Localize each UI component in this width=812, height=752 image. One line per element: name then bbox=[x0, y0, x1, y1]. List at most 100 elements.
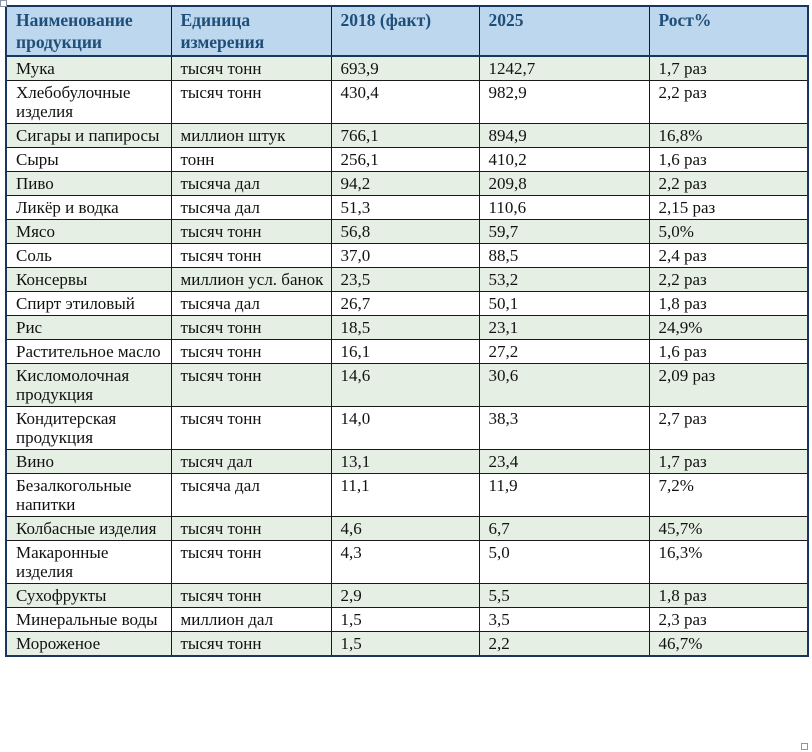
cell-2025-value[interactable]: 5,5 bbox=[478, 583, 650, 608]
cell-2018-value[interactable]: 26,7 bbox=[330, 291, 480, 316]
cell-product-name[interactable]: Мука bbox=[5, 55, 172, 81]
cell-unit[interactable]: миллион дал bbox=[170, 607, 332, 632]
column-header-2018[interactable]: 2018 (факт) bbox=[330, 5, 480, 57]
cell-2025-value[interactable]: 2,2 bbox=[478, 631, 650, 657]
cell-product-name[interactable]: Соль bbox=[5, 243, 172, 268]
cell-2018-value[interactable]: 23,5 bbox=[330, 267, 480, 292]
cell-unit[interactable]: тысяч тонн bbox=[170, 631, 332, 657]
cell-2025-value[interactable]: 209,8 bbox=[478, 171, 650, 196]
cell-product-name[interactable]: Растительное масло bbox=[5, 339, 172, 364]
cell-unit[interactable]: тысяч тонн bbox=[170, 516, 332, 541]
cell-2018-value[interactable]: 18,5 bbox=[330, 315, 480, 340]
cell-unit[interactable]: тысяч дал bbox=[170, 449, 332, 474]
column-header-growth[interactable]: Рост% bbox=[648, 5, 809, 57]
cell-product-name[interactable]: Колбасные изделия bbox=[5, 516, 172, 541]
cell-unit[interactable]: тысяч тонн bbox=[170, 55, 332, 81]
column-header-unit[interactable]: Единица измерения bbox=[170, 5, 332, 57]
cell-product-name[interactable]: Мороженое bbox=[5, 631, 172, 657]
cell-2025-value[interactable]: 410,2 bbox=[478, 147, 650, 172]
column-header-2025[interactable]: 2025 bbox=[478, 5, 650, 57]
cell-growth[interactable]: 2,4 раз bbox=[648, 243, 809, 268]
cell-2025-value[interactable]: 23,4 bbox=[478, 449, 650, 474]
cell-product-name[interactable]: Рис bbox=[5, 315, 172, 340]
cell-unit[interactable]: тысяча дал bbox=[170, 291, 332, 316]
cell-2018-value[interactable]: 14,6 bbox=[330, 363, 480, 407]
cell-2018-value[interactable]: 16,1 bbox=[330, 339, 480, 364]
cell-product-name[interactable]: Ликёр и водка bbox=[5, 195, 172, 220]
cell-2018-value[interactable]: 11,1 bbox=[330, 473, 480, 517]
cell-2025-value[interactable]: 5,0 bbox=[478, 540, 650, 584]
cell-2018-value[interactable]: 1,5 bbox=[330, 607, 480, 632]
cell-product-name[interactable]: Вино bbox=[5, 449, 172, 474]
cell-2018-value[interactable]: 2,9 bbox=[330, 583, 480, 608]
cell-growth[interactable]: 46,7% bbox=[648, 631, 809, 657]
cell-2018-value[interactable]: 37,0 bbox=[330, 243, 480, 268]
cell-growth[interactable]: 16,8% bbox=[648, 123, 809, 148]
cell-growth[interactable]: 7,2% bbox=[648, 473, 809, 517]
cell-2025-value[interactable]: 110,6 bbox=[478, 195, 650, 220]
cell-2025-value[interactable]: 38,3 bbox=[478, 406, 650, 450]
cell-growth[interactable]: 16,3% bbox=[648, 540, 809, 584]
cell-growth[interactable]: 2,09 раз bbox=[648, 363, 809, 407]
cell-product-name[interactable]: Кондитерская продукция bbox=[5, 406, 172, 450]
column-header-product[interactable]: Наименование продукции bbox=[5, 5, 172, 57]
cell-unit[interactable]: миллион штук bbox=[170, 123, 332, 148]
table-resize-handle-icon[interactable] bbox=[801, 743, 808, 750]
cell-product-name[interactable]: Сухофрукты bbox=[5, 583, 172, 608]
cell-unit[interactable]: тысяч тонн bbox=[170, 315, 332, 340]
cell-growth[interactable]: 2,3 раз bbox=[648, 607, 809, 632]
cell-product-name[interactable]: Консервы bbox=[5, 267, 172, 292]
cell-unit[interactable]: тысяча дал bbox=[170, 195, 332, 220]
cell-2018-value[interactable]: 693,9 bbox=[330, 55, 480, 81]
cell-product-name[interactable]: Сигары и папиросы bbox=[5, 123, 172, 148]
cell-2018-value[interactable]: 56,8 bbox=[330, 219, 480, 244]
cell-unit[interactable]: тысяч тонн bbox=[170, 219, 332, 244]
cell-2025-value[interactable]: 6,7 bbox=[478, 516, 650, 541]
cell-growth[interactable]: 1,7 раз bbox=[648, 449, 809, 474]
cell-2018-value[interactable]: 94,2 bbox=[330, 171, 480, 196]
cell-growth[interactable]: 5,0% bbox=[648, 219, 809, 244]
cell-unit[interactable]: тысяч тонн bbox=[170, 363, 332, 407]
cell-2025-value[interactable]: 11,9 bbox=[478, 473, 650, 517]
cell-2025-value[interactable]: 59,7 bbox=[478, 219, 650, 244]
cell-2025-value[interactable]: 27,2 bbox=[478, 339, 650, 364]
cell-2025-value[interactable]: 53,2 bbox=[478, 267, 650, 292]
cell-2018-value[interactable]: 13,1 bbox=[330, 449, 480, 474]
cell-growth[interactable]: 45,7% bbox=[648, 516, 809, 541]
cell-2025-value[interactable]: 88,5 bbox=[478, 243, 650, 268]
cell-product-name[interactable]: Безалкогольные напитки bbox=[5, 473, 172, 517]
cell-2018-value[interactable]: 4,6 bbox=[330, 516, 480, 541]
cell-growth[interactable]: 1,6 раз bbox=[648, 339, 809, 364]
cell-growth[interactable]: 24,9% bbox=[648, 315, 809, 340]
cell-2018-value[interactable]: 256,1 bbox=[330, 147, 480, 172]
cell-2018-value[interactable]: 14,0 bbox=[330, 406, 480, 450]
cell-2025-value[interactable]: 1242,7 bbox=[478, 55, 650, 81]
cell-2025-value[interactable]: 50,1 bbox=[478, 291, 650, 316]
cell-2018-value[interactable]: 4,3 bbox=[330, 540, 480, 584]
cell-2025-value[interactable]: 3,5 bbox=[478, 607, 650, 632]
cell-unit[interactable]: тысяч тонн bbox=[170, 540, 332, 584]
cell-growth[interactable]: 1,7 раз bbox=[648, 55, 809, 81]
cell-2018-value[interactable]: 51,3 bbox=[330, 195, 480, 220]
cell-unit[interactable]: тысяч тонн bbox=[170, 243, 332, 268]
cell-unit[interactable]: тысяч тонн bbox=[170, 406, 332, 450]
cell-growth[interactable]: 2,15 раз bbox=[648, 195, 809, 220]
cell-growth[interactable]: 1,8 раз bbox=[648, 583, 809, 608]
cell-growth[interactable]: 1,8 раз bbox=[648, 291, 809, 316]
cell-product-name[interactable]: Спирт этиловый bbox=[5, 291, 172, 316]
cell-product-name[interactable]: Мясо bbox=[5, 219, 172, 244]
cell-unit[interactable]: тысяч тонн bbox=[170, 80, 332, 124]
cell-2018-value[interactable]: 430,4 bbox=[330, 80, 480, 124]
cell-product-name[interactable]: Макаронные изделия bbox=[5, 540, 172, 584]
cell-product-name[interactable]: Минеральные воды bbox=[5, 607, 172, 632]
cell-unit[interactable]: тысяч тонн bbox=[170, 339, 332, 364]
cell-product-name[interactable]: Сыры bbox=[5, 147, 172, 172]
cell-growth[interactable]: 2,2 раз bbox=[648, 80, 809, 124]
cell-product-name[interactable]: Кисломолочная продукция bbox=[5, 363, 172, 407]
cell-growth[interactable]: 2,7 раз bbox=[648, 406, 809, 450]
cell-unit[interactable]: тысяча дал bbox=[170, 473, 332, 517]
cell-growth[interactable]: 2,2 раз bbox=[648, 267, 809, 292]
cell-product-name[interactable]: Пиво bbox=[5, 171, 172, 196]
cell-2018-value[interactable]: 766,1 bbox=[330, 123, 480, 148]
cell-product-name[interactable]: Хлебобулочные изделия bbox=[5, 80, 172, 124]
